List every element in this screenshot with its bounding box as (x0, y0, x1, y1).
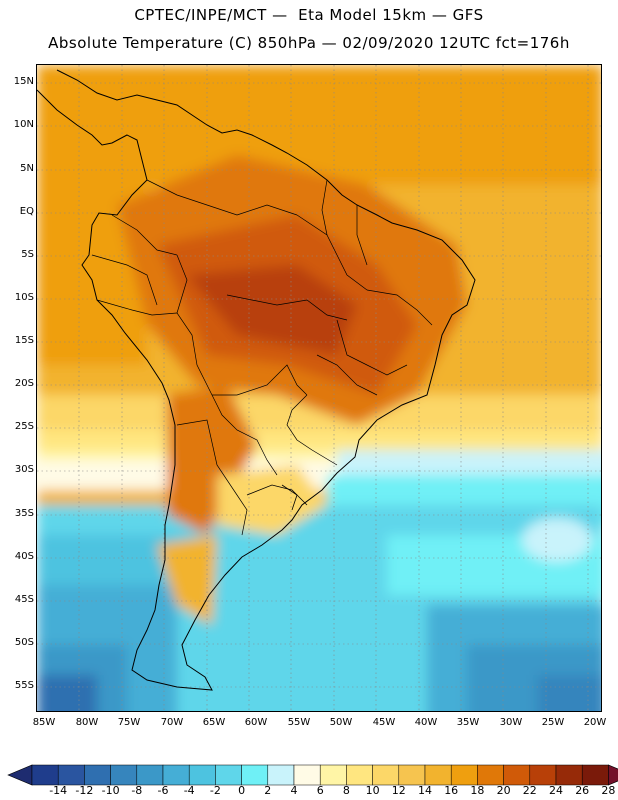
lat-label: 10N (13, 119, 34, 130)
legend-label: 12 (391, 784, 406, 797)
temperature-field (37, 65, 601, 711)
legend-label: 14 (418, 784, 432, 797)
legend-label: 6 (316, 784, 324, 797)
lat-label: 15N (13, 76, 34, 87)
legend-label: -4 (183, 784, 195, 797)
legend-label: 8 (342, 784, 350, 797)
legend-swatch (162, 764, 190, 786)
legend-high-arrow (608, 764, 618, 786)
coastline (37, 69, 476, 691)
lat-label: 30S (14, 464, 34, 475)
lat-label: 5N (20, 163, 34, 174)
legend-swatch (241, 764, 269, 786)
legend-swatch (267, 764, 295, 786)
lon-label: 80W (75, 717, 99, 728)
lon-label: 50W (329, 717, 353, 728)
lon-label: 60W (244, 717, 268, 728)
lon-label: 30W (499, 717, 523, 728)
lat-label: 10S (14, 292, 34, 303)
lon-label: 55W (287, 717, 311, 728)
lat-label: 50S (14, 637, 34, 648)
legend-swatch (84, 764, 111, 786)
legend-swatch (136, 764, 164, 786)
legend-label: 22 (522, 784, 537, 797)
legend-label: -2 (209, 784, 221, 797)
lon-label: 20W (583, 717, 607, 728)
legend-label: 24 (549, 784, 563, 797)
lat-label: 20S (14, 378, 34, 389)
lat-label: 40S (14, 551, 34, 562)
lat-label: 5S (21, 249, 34, 260)
legend-swatch (529, 764, 557, 786)
legend-label: -6 (157, 784, 169, 797)
legend-swatch (346, 764, 373, 786)
color-legend (7, 764, 618, 786)
legend-swatch (31, 764, 59, 786)
legend-swatch (555, 764, 583, 786)
legend-label: -10 (101, 784, 120, 797)
legend-swatch (398, 764, 426, 786)
temperature-map (36, 64, 602, 712)
lon-label: 35W (456, 717, 480, 728)
lon-label: 40W (414, 717, 438, 728)
legend-label: -12 (75, 784, 94, 797)
lat-label: 15S (14, 335, 34, 346)
legend-swatch (293, 764, 321, 786)
lat-label: 25S (14, 421, 34, 432)
legend-low-arrow (7, 764, 33, 786)
lat-label: EQ (19, 206, 34, 217)
legend-swatch (188, 764, 216, 786)
lon-label: 25W (541, 717, 565, 728)
legend-label: 18 (470, 784, 485, 797)
lon-label: 45W (372, 717, 396, 728)
map-title-line2: Absolute Temperature (C) 850hPa — 02/09/… (48, 34, 570, 52)
legend-label: 2 (264, 784, 272, 797)
legend-label: -8 (131, 784, 143, 797)
legend-label: 4 (290, 784, 298, 797)
legend-label: 20 (496, 784, 511, 797)
lat-label: 35S (14, 508, 34, 519)
legend-swatch (450, 764, 478, 786)
legend-swatch (503, 764, 531, 786)
lon-label: 65W (202, 717, 226, 728)
lon-label: 75W (117, 717, 141, 728)
lon-label: 70W (160, 717, 184, 728)
legend-label: 26 (575, 784, 590, 797)
legend-swatch (424, 764, 452, 786)
legend-swatch (110, 764, 138, 786)
legend-swatch (477, 764, 504, 786)
legend-swatch (215, 764, 242, 786)
legend-label: 0 (238, 784, 246, 797)
lat-label: 55S (14, 680, 34, 691)
map-title-line1: CPTEC/INPE/MCT — Eta Model 15km — GFS (134, 6, 484, 24)
lat-label: 45S (14, 594, 34, 605)
legend-swatch (57, 764, 85, 786)
legend-label: 10 (365, 784, 380, 797)
lon-label: 85W (32, 717, 56, 728)
legend-label: -14 (49, 784, 68, 797)
legend-swatch (372, 764, 400, 786)
legend-swatch (581, 764, 609, 786)
legend-label: 16 (444, 784, 459, 797)
legend-label: 28 (601, 784, 616, 797)
country-borders (91, 179, 433, 536)
legend-swatch (319, 764, 347, 786)
